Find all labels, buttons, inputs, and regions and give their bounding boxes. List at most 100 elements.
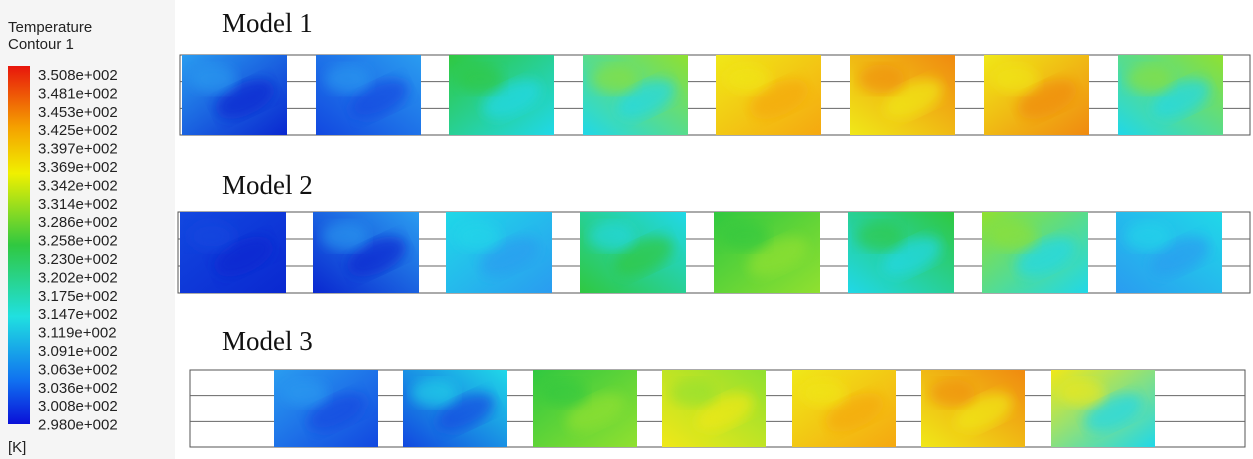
- contour-blob: [188, 221, 236, 251]
- contour-blob: [324, 64, 371, 94]
- contour-blob: [190, 64, 237, 94]
- contour-blob: [346, 236, 407, 277]
- contour-panel: [180, 212, 286, 293]
- contour-blob: [858, 64, 905, 94]
- contour-blob: [1126, 64, 1173, 94]
- contour-row: [177, 211, 1251, 294]
- contour-blob: [321, 221, 369, 251]
- contour-row: [179, 54, 1251, 136]
- contour-panel: [1116, 212, 1222, 293]
- legend-label: 3.369e+002: [38, 159, 118, 176]
- contour-blob: [457, 64, 504, 94]
- contour-blob: [482, 79, 542, 119]
- model-title: Model 1: [222, 8, 313, 38]
- contour-blob: [613, 236, 674, 277]
- contour-panel: [580, 212, 686, 293]
- legend-label: 3.481e+002: [38, 85, 118, 102]
- contour-blob: [990, 221, 1038, 251]
- legend-label: 3.147e+002: [38, 306, 118, 323]
- contour-blob: [213, 236, 274, 277]
- legend-label: 3.202e+002: [38, 269, 118, 286]
- contour-blob: [1084, 393, 1143, 432]
- contour-row: [189, 369, 1246, 448]
- legend-label: 3.342e+002: [38, 177, 118, 194]
- contour-blob: [1151, 79, 1211, 119]
- contour-panel: [714, 212, 820, 293]
- legend-label: 3.008e+002: [38, 398, 118, 415]
- contour-blob: [307, 393, 366, 432]
- contour-panel: [316, 55, 421, 135]
- legend-label: 3.258e+002: [38, 233, 118, 250]
- contour-blob: [856, 221, 904, 251]
- legend-label: 3.508e+002: [38, 67, 118, 84]
- contour-panel: [1118, 55, 1223, 135]
- contour-blob: [215, 79, 275, 119]
- contour-blob: [411, 379, 458, 407]
- contour-panel: [662, 370, 766, 447]
- contour-blob: [436, 393, 495, 432]
- contour-panel: [403, 370, 507, 447]
- contour-panel: [850, 55, 955, 135]
- legend-label: 2.980e+002: [38, 417, 118, 434]
- contour-panel: [449, 55, 554, 135]
- contour-panel: [921, 370, 1025, 447]
- contour-blob: [825, 393, 884, 432]
- contour-blob: [747, 236, 808, 277]
- contour-blob: [479, 236, 540, 277]
- legend-label: 3.453e+002: [38, 104, 118, 121]
- contour-blob: [883, 79, 943, 119]
- contour-panel: [716, 55, 821, 135]
- color-bar: [8, 66, 30, 424]
- contour-blob: [670, 379, 717, 407]
- legend-unit: [K]: [8, 439, 26, 456]
- contour-blob: [724, 64, 771, 94]
- contour-blob: [749, 79, 809, 119]
- model-title: Model 3: [222, 326, 313, 356]
- contour-blob: [1017, 79, 1077, 119]
- legend-label: 3.175e+002: [38, 288, 118, 305]
- contour-panel: [984, 55, 1089, 135]
- legend-label: 3.119e+002: [38, 325, 117, 342]
- contour-blob: [282, 379, 329, 407]
- contour-blob: [588, 221, 636, 251]
- contour-blob: [881, 236, 942, 277]
- contour-panel: [182, 55, 287, 135]
- contour-panel: [274, 370, 378, 447]
- contour-panel: [982, 212, 1088, 293]
- legend-label: 3.425e+002: [38, 122, 118, 139]
- legend-label: 3.286e+002: [38, 214, 118, 231]
- contour-blob: [1015, 236, 1076, 277]
- contour-panel: [313, 212, 419, 293]
- contour-panel: [533, 370, 637, 447]
- contour-blob: [541, 379, 588, 407]
- contour-blob: [695, 393, 754, 432]
- legend-title: Temperature: [8, 19, 92, 36]
- legend-subtitle: Contour 1: [8, 36, 74, 53]
- legend-label: 3.091e+002: [38, 343, 118, 360]
- contour-blob: [591, 64, 638, 94]
- contour-blob: [722, 221, 770, 251]
- contour-blob: [954, 393, 1013, 432]
- contour-panel: [446, 212, 552, 293]
- contour-panel: [792, 370, 896, 447]
- contour-blob: [1124, 221, 1172, 251]
- contour-blob: [929, 379, 976, 407]
- contour-panel: [848, 212, 954, 293]
- legend-label: 3.397e+002: [38, 141, 118, 158]
- contour-blob: [616, 79, 676, 119]
- contour-blob: [992, 64, 1039, 94]
- legend-label: 3.036e+002: [38, 380, 118, 397]
- contour-blob: [566, 393, 625, 432]
- row-frame: [179, 54, 1251, 136]
- model-title: Model 2: [222, 170, 313, 200]
- legend-label: 3.063e+002: [38, 361, 118, 378]
- contour-panel: [583, 55, 688, 135]
- contour-panel: [1051, 370, 1155, 447]
- contour-blob: [349, 79, 409, 119]
- contour-blob: [454, 221, 502, 251]
- legend-label: 3.230e+002: [38, 251, 118, 268]
- contour-blob: [1059, 379, 1106, 407]
- legend-label: 3.314e+002: [38, 196, 118, 213]
- contour-blob: [800, 379, 847, 407]
